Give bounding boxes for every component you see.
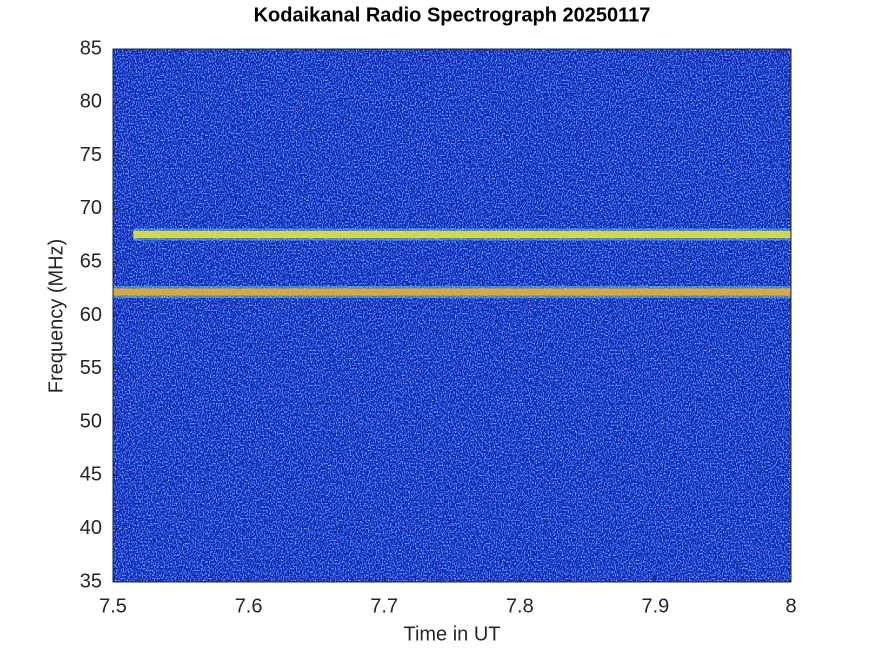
y-tick-label: 40 — [80, 517, 102, 539]
x-axis-label: Time in UT — [403, 623, 500, 645]
x-tick-label: 7.5 — [99, 595, 127, 617]
x-tick-label: 8 — [785, 595, 796, 617]
emission-band — [133, 230, 792, 238]
y-tick-label: 80 — [80, 91, 102, 113]
y-tick-label: 65 — [80, 250, 102, 272]
y-tick-label: 70 — [80, 197, 102, 219]
y-tick-label: 35 — [80, 570, 102, 592]
y-tick-label: 45 — [80, 464, 102, 486]
y-tick-label: 50 — [80, 410, 102, 432]
noise-texture — [113, 49, 791, 582]
x-tick-label: 7.7 — [370, 595, 398, 617]
y-tick-label: 60 — [80, 304, 102, 326]
y-axis-label: Frequency (MHz) — [45, 239, 67, 393]
x-tick-label: 7.6 — [235, 595, 263, 617]
chart-title: Kodaikanal Radio Spectrograph 20250117 — [254, 4, 651, 26]
y-tick-label: 75 — [80, 144, 102, 166]
x-tick-label: 7.9 — [641, 595, 669, 617]
y-tick-label: 85 — [80, 37, 102, 59]
y-tick-label: 55 — [80, 357, 102, 379]
x-tick-label: 7.8 — [506, 595, 534, 617]
emission-band — [113, 288, 791, 296]
plot-area — [113, 49, 792, 582]
